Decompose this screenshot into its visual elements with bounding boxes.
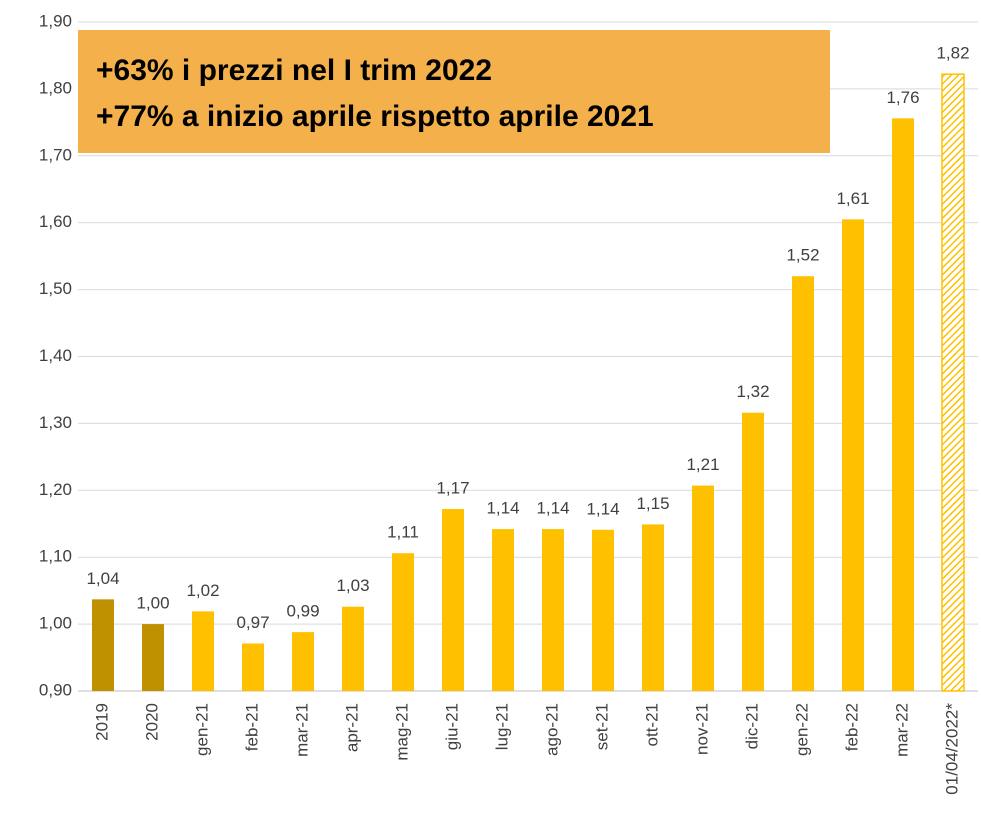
annotation-line: +63% i prezzi nel I trim 2022 [96, 54, 492, 87]
value-label: 1,14 [586, 499, 619, 518]
y-tick-label: 1,80 [39, 78, 72, 97]
x-tick-label: 2020 [142, 703, 161, 741]
value-label: 1,14 [486, 499, 519, 518]
bar [492, 529, 514, 691]
y-tick-label: 1,90 [39, 11, 72, 30]
bar [642, 524, 664, 691]
y-tick-label: 1,50 [39, 279, 72, 298]
x-tick-label: ott-21 [642, 703, 661, 746]
bar [242, 643, 264, 691]
bar [692, 485, 714, 691]
value-label: 0,97 [236, 613, 269, 632]
bar [941, 73, 965, 692]
x-tick-label: gen-21 [192, 703, 211, 756]
bars: 1,04 2019 1,00 2020 1,02 gen-21 0,97 feb-21 0,99… [86, 44, 969, 795]
bar [142, 624, 164, 691]
y-tick-label: 1,70 [39, 145, 72, 164]
x-tick-label: set-21 [592, 703, 611, 750]
x-tick-label: giu-21 [442, 703, 461, 750]
value-label: 0,99 [286, 602, 319, 621]
x-tick-label: mar-21 [292, 703, 311, 757]
y-tick-label: 1,20 [39, 480, 72, 499]
y-tick-label: 1,30 [39, 413, 72, 432]
annotation-line: +77% a inizio aprile rispetto aprile 202… [96, 100, 654, 133]
x-tick-label: feb-21 [242, 703, 261, 751]
value-label: 1,03 [336, 576, 369, 595]
y-tick-label: 0,90 [39, 680, 72, 699]
value-label: 1,52 [786, 246, 819, 265]
x-tick-label: mar-22 [892, 703, 911, 757]
value-label: 1,14 [536, 499, 569, 518]
x-tick-label: 2019 [92, 703, 111, 741]
bar [592, 529, 614, 691]
value-label: 1,04 [86, 569, 119, 588]
y-tick-label: 1,60 [39, 212, 72, 231]
y-tick-label: 1,10 [39, 547, 72, 566]
value-label: 1,15 [636, 494, 669, 513]
x-tick-label: lug-21 [492, 703, 511, 750]
bar [792, 276, 814, 691]
bar [892, 118, 914, 691]
value-label: 1,61 [836, 189, 869, 208]
value-label: 1,17 [436, 479, 469, 498]
value-label: 1,21 [686, 455, 719, 474]
bar [192, 611, 214, 691]
annotation-box [78, 30, 830, 153]
y-tick-label: 1,00 [39, 614, 72, 633]
bar [842, 219, 864, 692]
value-label: 1,11 [387, 523, 419, 542]
value-label: 1,02 [186, 581, 219, 600]
bar [392, 553, 414, 691]
bar [342, 606, 364, 691]
x-tick-label: apr-21 [342, 703, 361, 752]
y-tick-label: 1,40 [39, 346, 72, 365]
x-tick-label: ago-21 [542, 703, 561, 756]
bar [442, 509, 464, 691]
x-tick-label: dic-21 [742, 703, 761, 749]
value-label: 1,32 [736, 382, 769, 401]
x-tick-label: nov-21 [692, 703, 711, 755]
bar [742, 412, 764, 691]
value-label: 1,00 [136, 594, 169, 613]
bar [92, 599, 114, 691]
bar [292, 632, 314, 691]
value-label: 1,82 [936, 44, 969, 63]
value-label: 1,76 [886, 88, 919, 107]
x-tick-label: mag-21 [392, 703, 411, 761]
x-tick-label: gen-22 [792, 703, 811, 756]
x-tick-label: 01/04/2022* [942, 703, 961, 795]
x-tick-label: feb-22 [842, 703, 861, 751]
bar [542, 529, 564, 691]
